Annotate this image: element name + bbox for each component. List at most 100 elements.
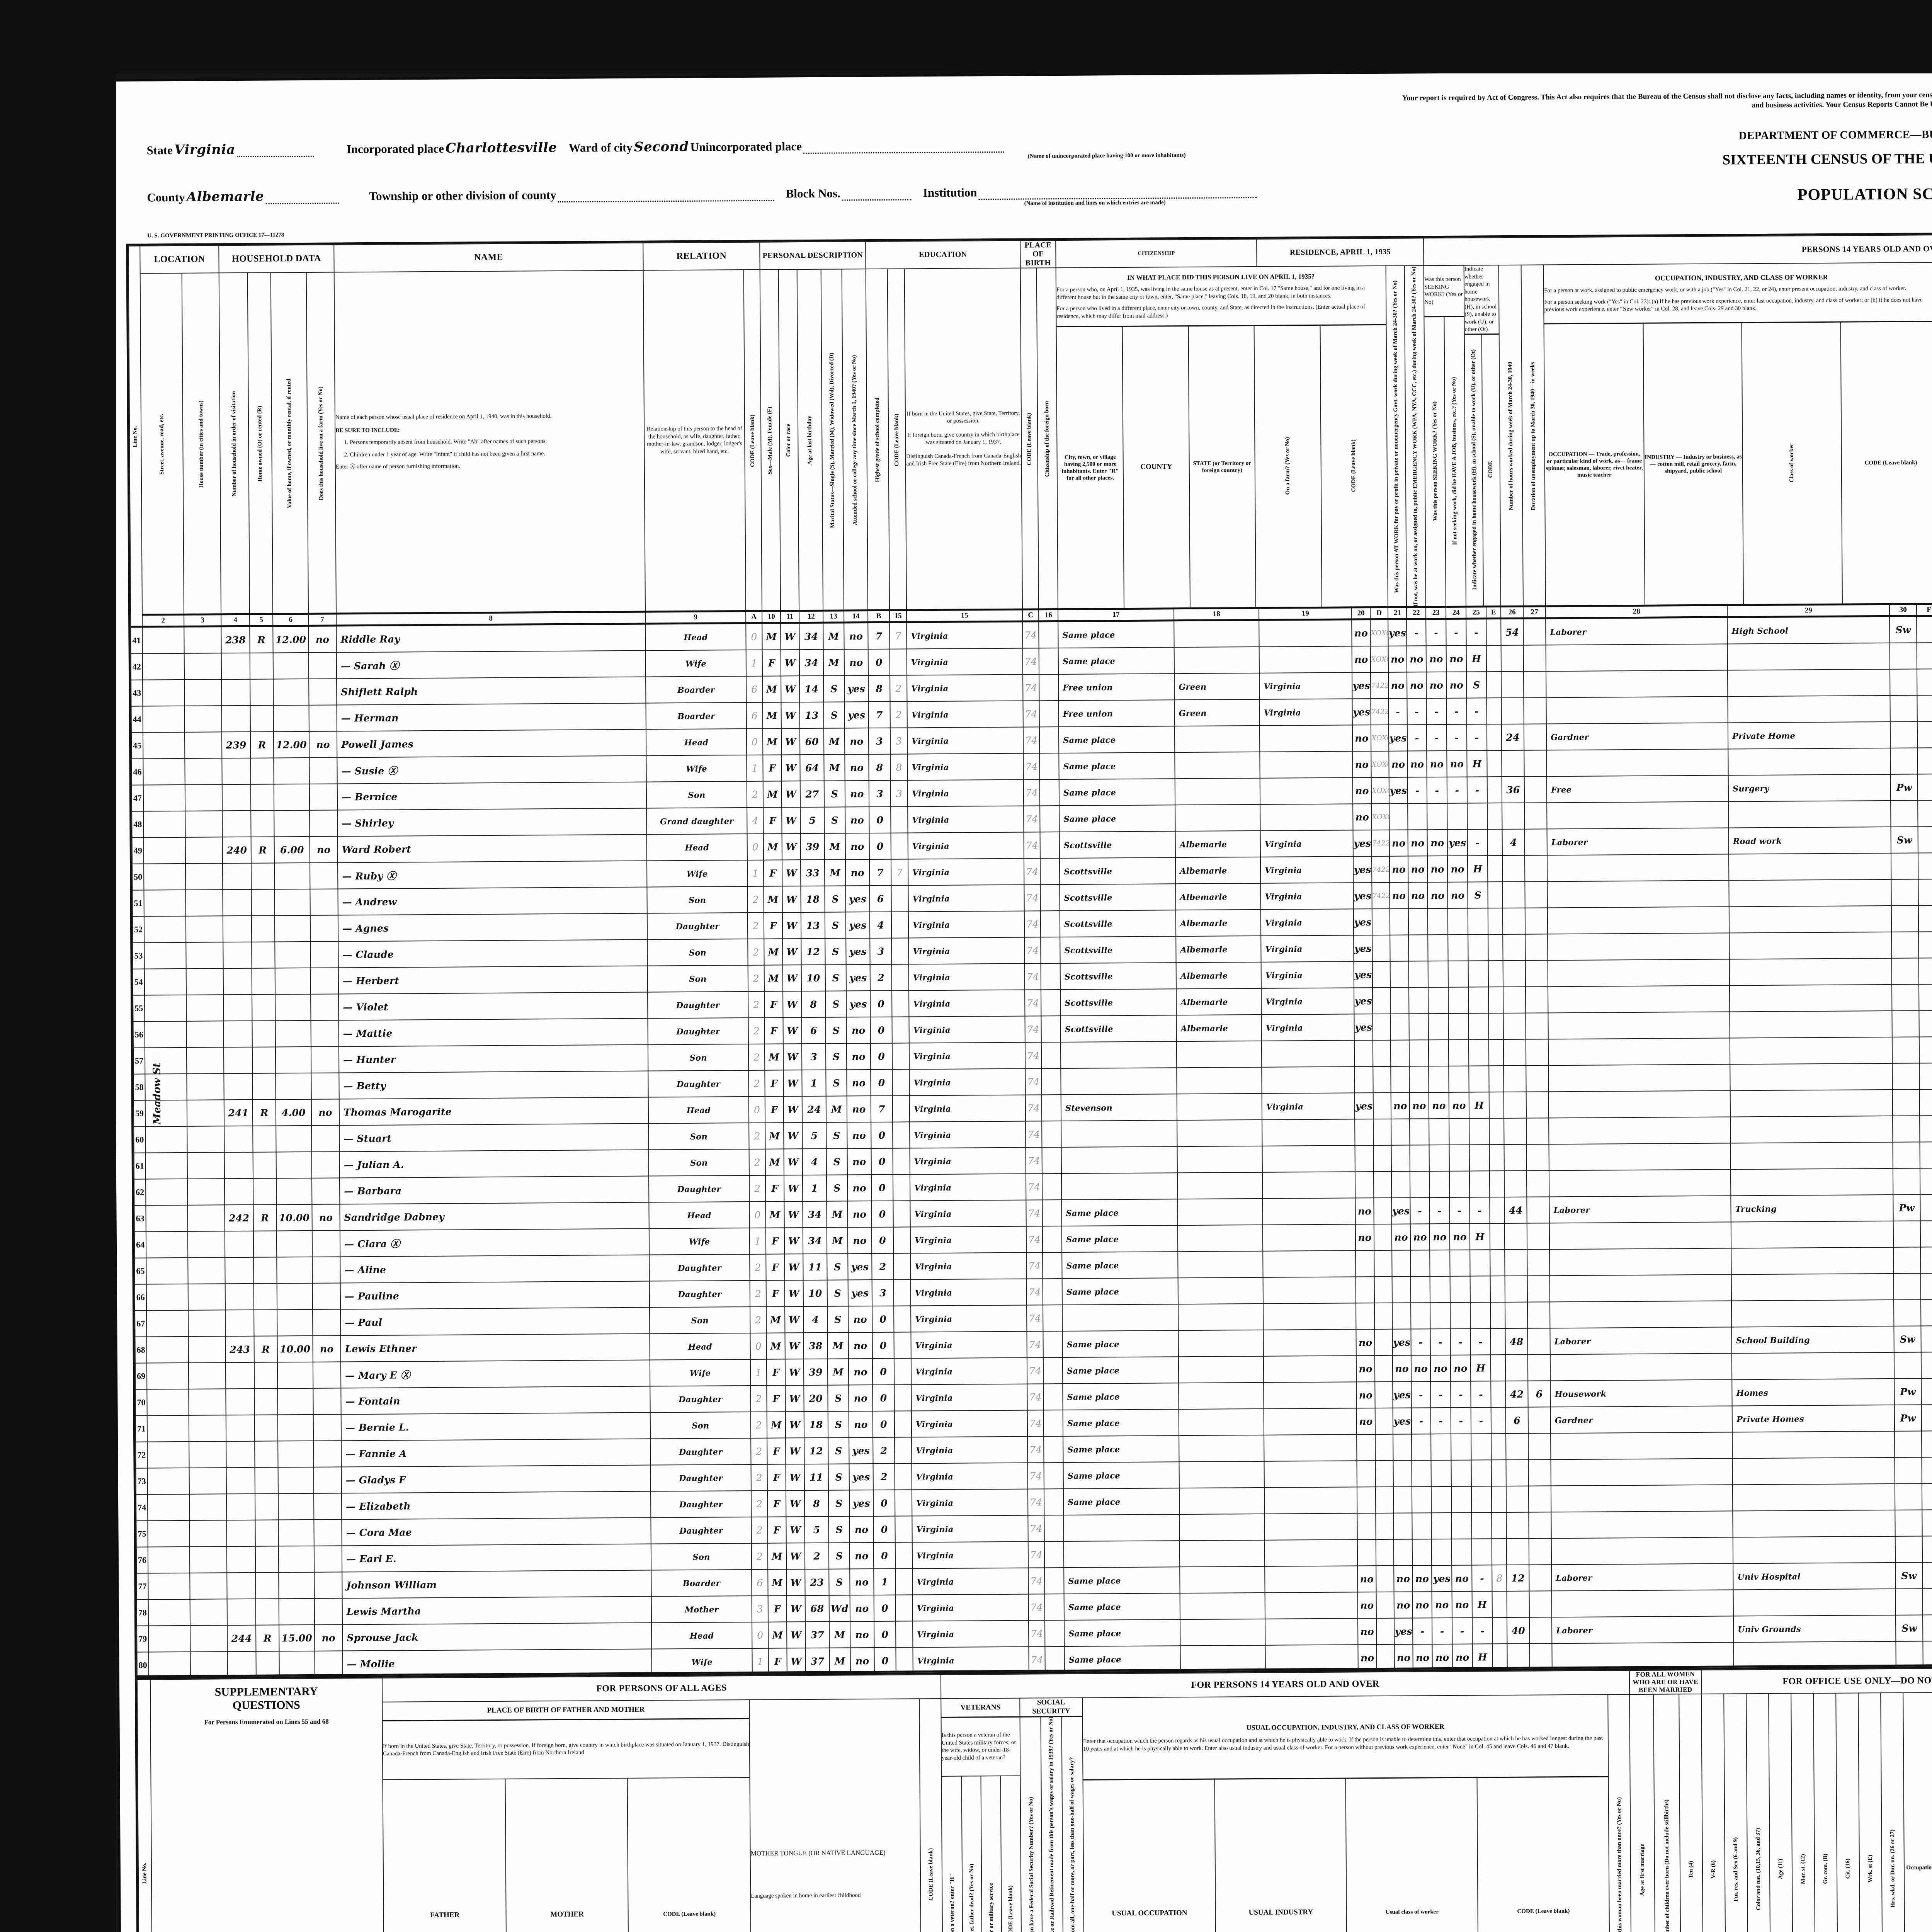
cell-code-c[interactable]: 74 [1027, 1384, 1044, 1411]
cell-sex[interactable]: M [762, 623, 781, 650]
cell-code-e[interactable] [1490, 1355, 1506, 1381]
cell-relation[interactable]: Daughter [648, 1175, 750, 1202]
cell-code-f[interactable] [1923, 1615, 1932, 1641]
cell-residence-on-farm[interactable]: yes [1353, 909, 1372, 935]
cell-residence-state[interactable] [1260, 751, 1353, 779]
cell-highest-grade[interactable]: 2 [873, 1437, 895, 1464]
cell-code-b[interactable] [893, 1253, 911, 1280]
cell-attended-school[interactable]: yes [845, 886, 870, 912]
cell-street[interactable] [143, 811, 185, 838]
cell-code-e[interactable] [1488, 987, 1503, 1014]
cell-industry[interactable] [1733, 1536, 1896, 1564]
cell-marital-status[interactable]: S [826, 1175, 848, 1202]
cell-have-job[interactable] [1449, 1171, 1470, 1198]
cell-activity[interactable]: - [1469, 1197, 1490, 1224]
cell-residence-state[interactable]: Virginia [1261, 988, 1354, 1015]
cell-relation[interactable]: Head [649, 1202, 750, 1229]
cell-household-no[interactable] [226, 1415, 255, 1442]
cell-race[interactable]: W [786, 1595, 806, 1622]
cell-code-d[interactable] [1374, 1277, 1393, 1303]
cell-marital-status[interactable]: S [825, 964, 847, 992]
cell-race[interactable]: W [784, 1280, 804, 1307]
cell-marital-status[interactable]: S [824, 807, 845, 834]
cell-highest-grade[interactable]: 3 [870, 938, 892, 965]
cell-household-no[interactable] [227, 1599, 256, 1626]
cell-code-b[interactable] [896, 1647, 913, 1674]
cell-residence-on-farm[interactable]: no [1352, 619, 1371, 646]
cell-code-d[interactable]: XOXO [1370, 619, 1388, 646]
cell-code-d[interactable] [1375, 1434, 1393, 1461]
cell-home-value[interactable] [276, 1126, 312, 1152]
cell-occupation[interactable]: Gardner [1546, 723, 1728, 750]
cell-emergency-work[interactable]: no [1408, 856, 1428, 883]
cell-residence-state[interactable]: Virginia [1259, 672, 1352, 700]
cell-industry[interactable] [1731, 1247, 1894, 1275]
cell-owned-rented[interactable] [254, 1362, 278, 1389]
cell-code-e[interactable] [1487, 829, 1503, 856]
cell-household-no[interactable] [226, 1520, 255, 1547]
cell-on-farm[interactable] [314, 1519, 342, 1546]
cell-attended-school[interactable]: no [848, 1359, 873, 1385]
cell-code-e[interactable] [1486, 618, 1501, 646]
cell-sex[interactable]: M [762, 702, 781, 729]
cell-code-f[interactable] [1922, 1536, 1932, 1563]
cell-street[interactable] [148, 1652, 190, 1679]
cell-residence-county[interactable] [1178, 1330, 1264, 1357]
cell-age[interactable]: 27 [800, 781, 825, 808]
cell-age[interactable]: 5 [800, 807, 825, 834]
cell-code-a[interactable]: 1 [747, 860, 764, 887]
cell-residence-on-farm[interactable]: yes [1353, 856, 1372, 883]
cell-seeking-work[interactable]: no [1426, 646, 1447, 672]
cell-residence-on-farm[interactable] [1354, 1040, 1373, 1067]
cell-relation[interactable]: Son [651, 1543, 752, 1570]
cell-code-e[interactable] [1490, 1276, 1505, 1303]
cell-place-of-birth[interactable]: Virginia [907, 753, 1024, 781]
cell-home-value[interactable]: 10.00 [277, 1336, 313, 1362]
cell-code-e[interactable] [1488, 908, 1503, 935]
cell-marital-status[interactable]: S [828, 1490, 850, 1517]
cell-place-of-birth[interactable]: Virginia [912, 1594, 1029, 1621]
cell-seeking-work[interactable]: - [1430, 1408, 1451, 1434]
cell-code-a[interactable]: 0 [749, 1202, 766, 1228]
cell-residence-county[interactable] [1179, 1488, 1265, 1515]
cell-seeking-work[interactable] [1431, 1434, 1451, 1461]
cell-relation[interactable]: Daughter [651, 1517, 752, 1544]
cell-residence-city[interactable]: Scottsville [1060, 936, 1176, 964]
cell-marital-status[interactable]: S [828, 1543, 850, 1570]
cell-place-of-birth[interactable]: Virginia [912, 1437, 1028, 1464]
cell-code-d[interactable] [1372, 1014, 1391, 1041]
cell-hours-worked[interactable] [1502, 908, 1526, 935]
cell-owned-rented[interactable]: R [250, 626, 273, 653]
cell-have-job[interactable]: no [1446, 646, 1467, 672]
cell-person-name[interactable]: — Mollie [342, 1649, 652, 1677]
cell-code-a[interactable]: 0 [748, 1097, 765, 1123]
cell-code-b[interactable] [891, 806, 908, 833]
cell-code-f[interactable] [1918, 827, 1932, 853]
cell-occupation[interactable] [1548, 1038, 1730, 1066]
cell-age[interactable]: 8 [801, 991, 826, 1018]
cell-at-work[interactable] [1390, 1040, 1410, 1067]
cell-residence-on-farm[interactable]: no [1357, 1566, 1376, 1592]
cell-owned-rented[interactable] [254, 1310, 277, 1337]
cell-code-e[interactable] [1492, 1591, 1507, 1618]
cell-person-name[interactable]: Johnson William [342, 1570, 651, 1599]
cell-on-farm[interactable] [313, 1309, 341, 1336]
cell-code-e[interactable] [1488, 934, 1503, 961]
cell-residence-county[interactable]: Albemarle [1175, 883, 1261, 910]
cell-code-e[interactable] [1489, 1145, 1505, 1171]
cell-code-f[interactable] [1922, 1483, 1932, 1510]
cell-industry[interactable]: Road work [1728, 827, 1891, 854]
cell-street[interactable] [143, 785, 185, 811]
cell-place-of-birth[interactable]: Virginia [910, 1279, 1027, 1306]
cell-age[interactable]: 5 [804, 1517, 829, 1543]
cell-residence-city[interactable]: Same place [1058, 726, 1175, 753]
cell-street[interactable] [144, 890, 186, 917]
cell-residence-on-farm[interactable]: yes [1354, 1014, 1373, 1041]
cell-highest-grade[interactable]: 0 [871, 1227, 894, 1254]
cell-hours-worked[interactable] [1502, 882, 1525, 908]
cell-occupation[interactable]: Laborer [1550, 1327, 1732, 1355]
cell-attended-school[interactable]: yes [845, 912, 870, 939]
cell-residence-on-farm[interactable] [1355, 1119, 1374, 1146]
cell-home-value[interactable] [275, 1020, 311, 1047]
cell-residence-state[interactable] [1262, 1119, 1355, 1146]
